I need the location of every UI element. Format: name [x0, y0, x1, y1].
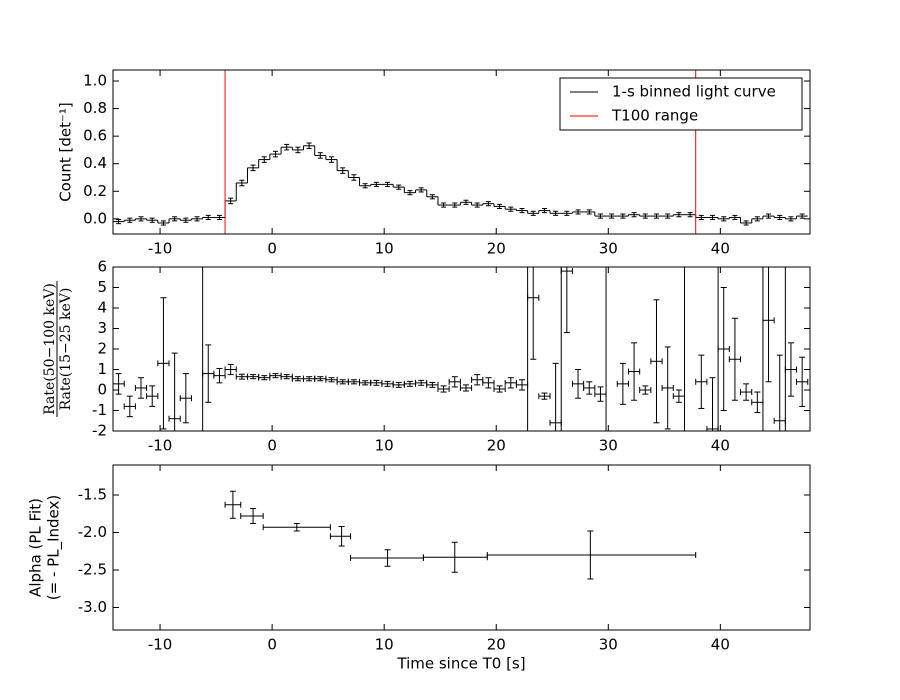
x-tick-label: 40	[711, 636, 730, 654]
x-tick-label: 10	[375, 437, 394, 455]
y-axis-label: Alpha (PL Fit)	[27, 498, 45, 597]
x-tick-label: 0	[267, 240, 277, 258]
x-tick-label: -10	[148, 437, 173, 455]
y-tick-label: 6	[97, 258, 107, 276]
plot-area	[113, 267, 809, 431]
y-tick-label: 0.6	[83, 127, 107, 145]
y-tick-label: 0.2	[83, 182, 107, 200]
x-tick-label: 30	[599, 636, 618, 654]
y-tick-label: -1	[92, 401, 107, 419]
y-tick-label: 0.4	[83, 154, 107, 172]
y-tick-label: -1.5	[78, 486, 107, 504]
y-axis-label: Count [det⁻¹]	[57, 102, 75, 202]
y-tick-label: -2.0	[78, 523, 107, 541]
x-tick-label: 20	[487, 636, 506, 654]
y-tick-label: -2	[92, 422, 107, 440]
x-tick-label: 0	[267, 437, 277, 455]
x-tick-label: -10	[148, 636, 173, 654]
y-tick-label: 0.0	[83, 209, 107, 227]
x-tick-label: 40	[711, 437, 730, 455]
legend-box	[559, 77, 803, 131]
y-tick-label: 0.8	[83, 99, 107, 117]
plot-area	[113, 70, 808, 234]
y-tick-label: -2.5	[78, 561, 107, 579]
y-tick-label: -3.0	[78, 598, 107, 616]
y-axis-label: (= - PL_Index)	[45, 495, 64, 600]
y-axis-label: Rate(15−25 keV)	[58, 288, 74, 411]
legend-label: 1-s binned light curve	[612, 83, 776, 101]
plot-area	[224, 490, 697, 580]
x-tick-label: 20	[487, 240, 506, 258]
y-tick-label: 2	[97, 340, 107, 358]
x-axis-label: Time since T0 [s]	[396, 655, 525, 673]
axes-frame	[112, 266, 811, 432]
x-tick-label: 10	[375, 240, 394, 258]
y-axis-label: Rate(50−100 keV)	[42, 283, 58, 415]
y-tick-label: 3	[97, 319, 107, 337]
x-tick-label: 10	[375, 636, 394, 654]
x-tick-label: 20	[487, 437, 506, 455]
y-tick-label: 0	[97, 381, 107, 399]
x-tick-label: 0	[267, 636, 277, 654]
y-tick-label: 1	[97, 360, 107, 378]
x-tick-label: 30	[599, 240, 618, 258]
x-tick-label: -10	[148, 240, 173, 258]
legend-label: T100 range	[611, 107, 698, 125]
y-tick-label: 1.0	[83, 72, 107, 90]
y-tick-label: 5	[97, 278, 107, 296]
axes-frame	[112, 69, 811, 235]
x-tick-label: 40	[711, 240, 730, 258]
y-tick-label: 4	[97, 299, 107, 317]
x-tick-label: 30	[599, 437, 618, 455]
axes-frame	[112, 464, 811, 631]
